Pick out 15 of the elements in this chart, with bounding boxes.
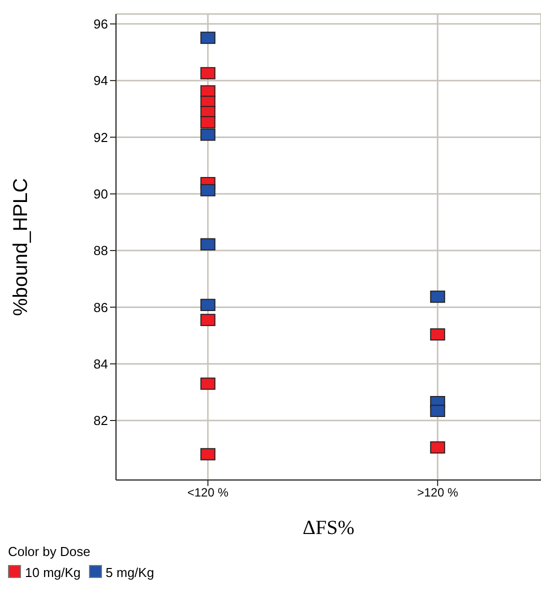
legend-label: 5 mg/Kg bbox=[104, 565, 154, 580]
legend-title: Color by Dose bbox=[8, 544, 92, 559]
x-tick-label: >120 % bbox=[417, 486, 458, 500]
y-axis-title: %bound_HPLC bbox=[10, 178, 32, 316]
x-tick-label: <120 % bbox=[187, 486, 229, 500]
y-tick-label: 86 bbox=[94, 300, 108, 315]
y-tick-label: 84 bbox=[94, 356, 108, 372]
y-tick-label: 88 bbox=[94, 243, 108, 258]
y-tick-label: 94 bbox=[94, 73, 108, 88]
y-tick-label: 92 bbox=[94, 130, 108, 145]
legend-label: 10 mg/Kg bbox=[24, 565, 81, 580]
y-tick-label: 96 bbox=[94, 16, 108, 32]
y-tick-label: 82 bbox=[94, 413, 108, 428]
x-axis-title: ΔFS% bbox=[302, 517, 354, 539]
y-tick-label: 90 bbox=[94, 186, 108, 202]
